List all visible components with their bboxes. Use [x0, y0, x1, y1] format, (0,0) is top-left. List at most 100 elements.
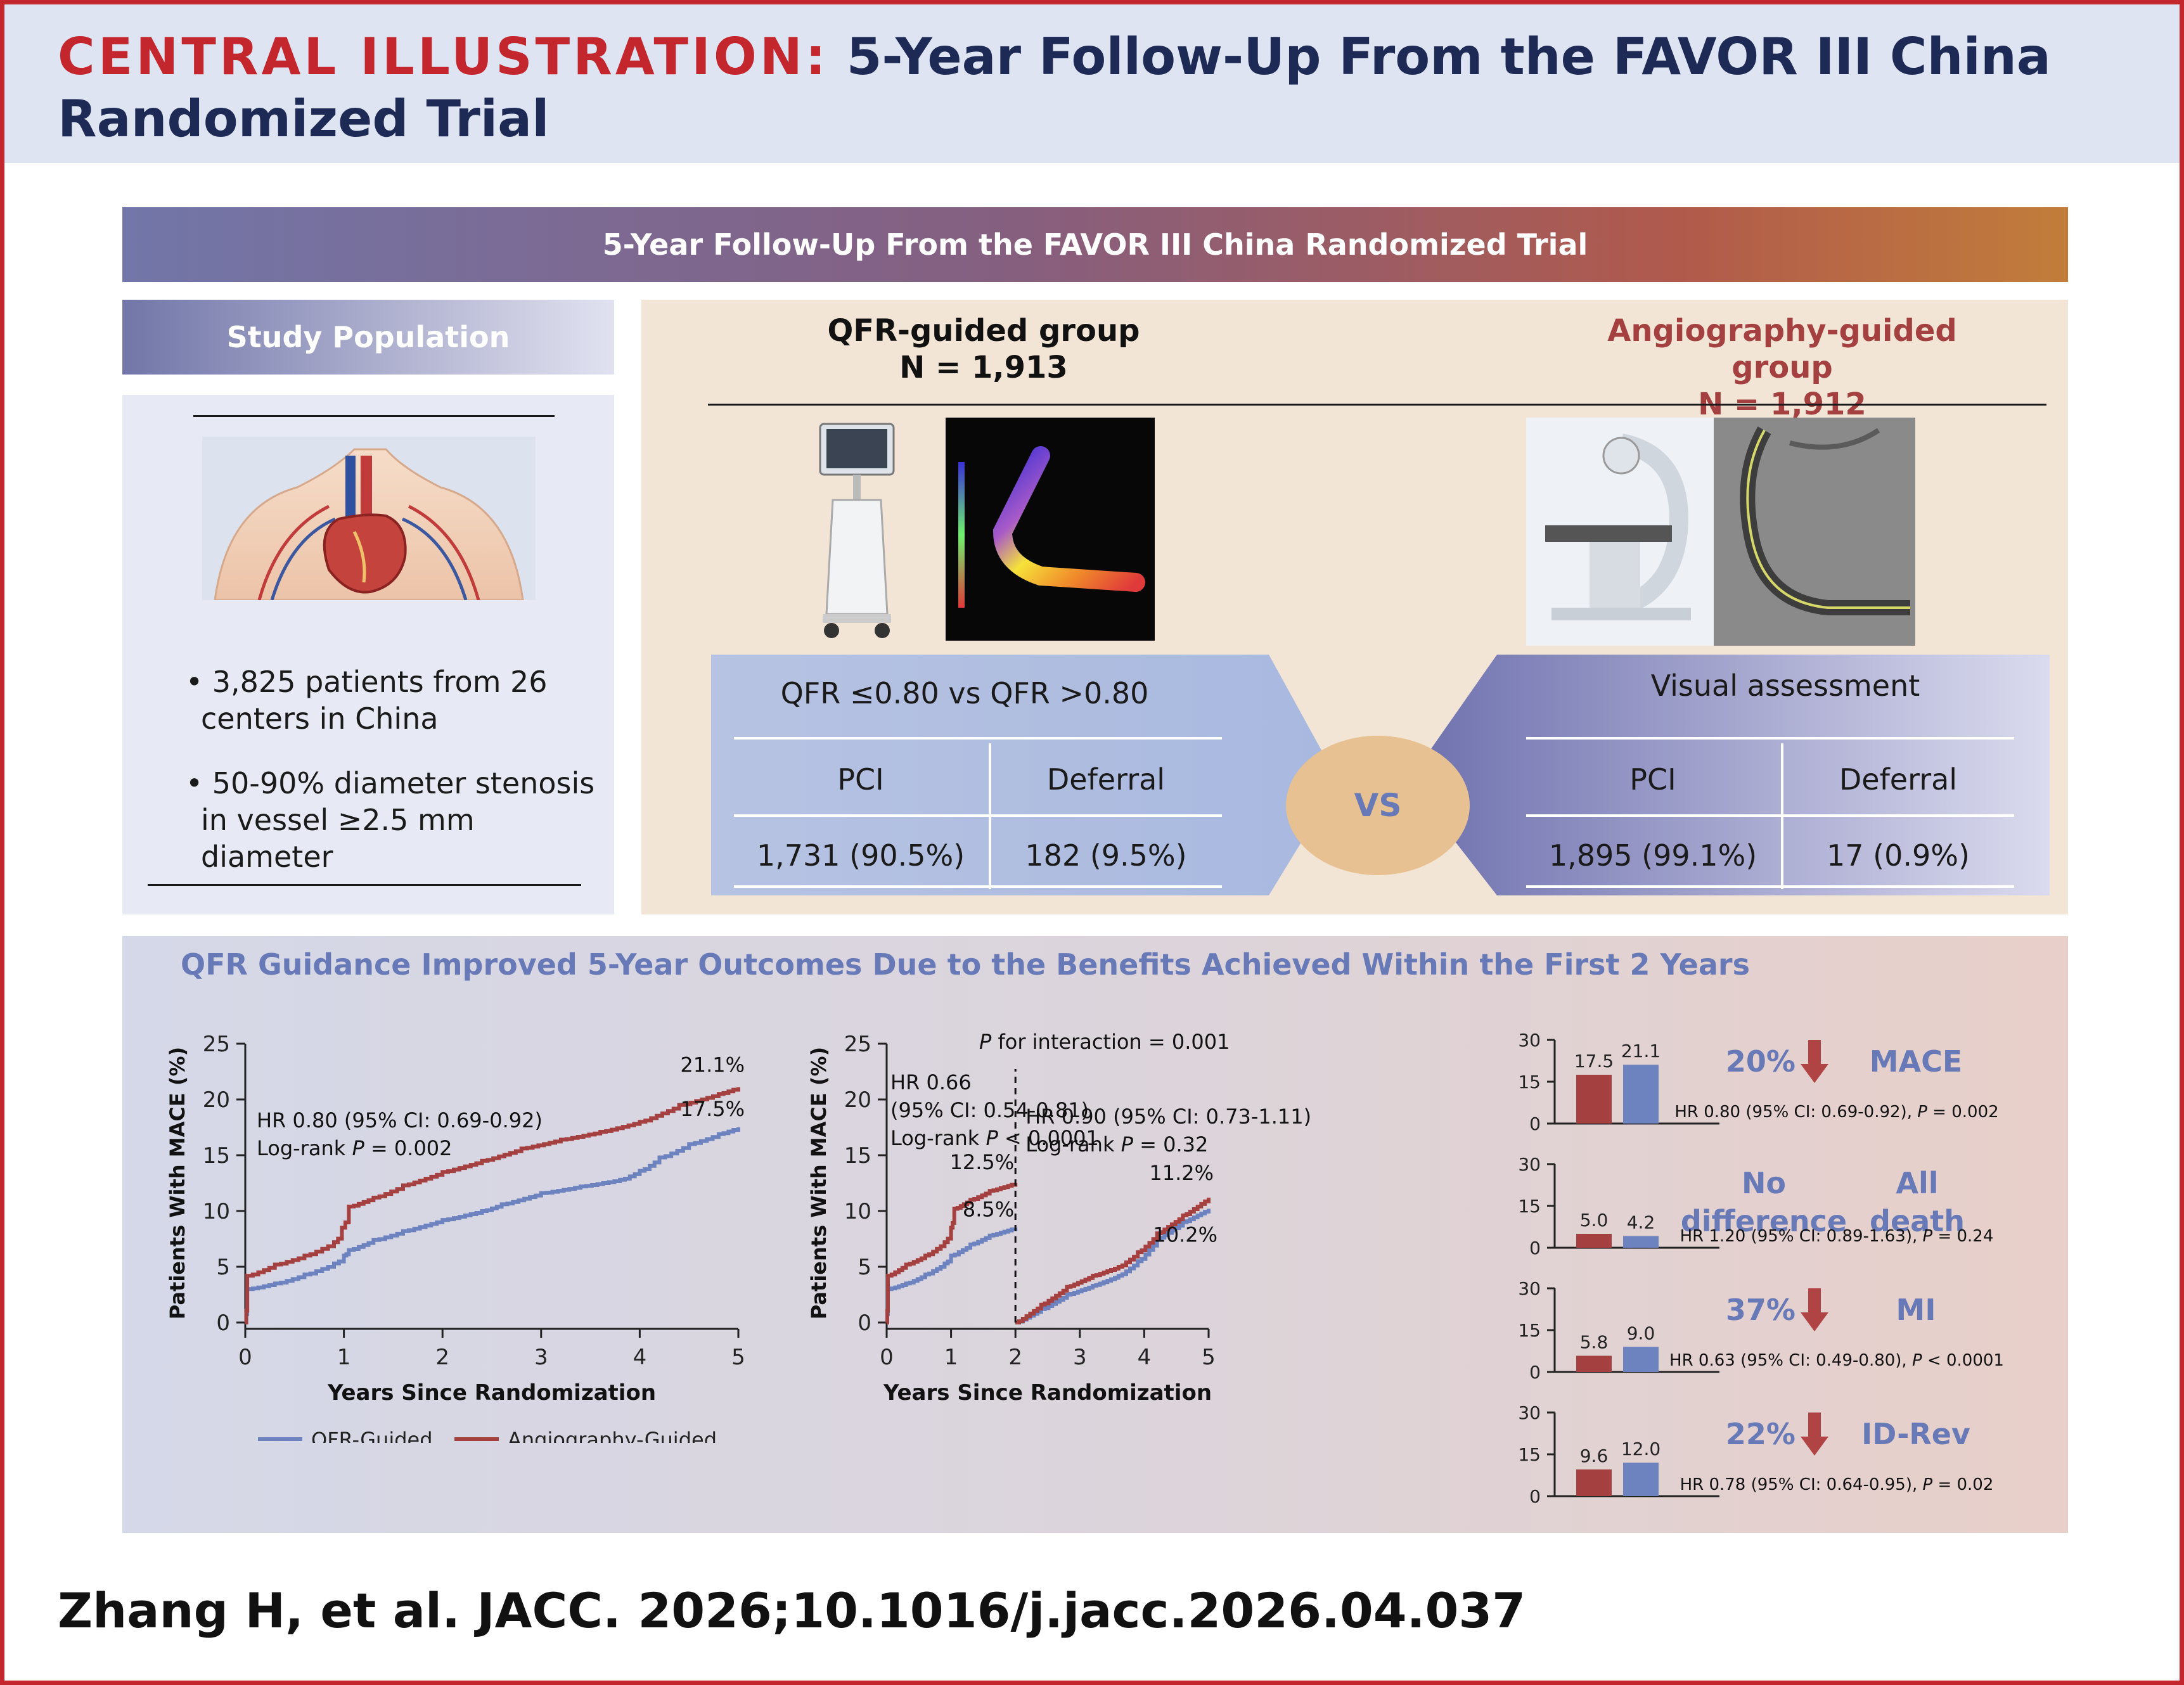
c3-panel-4-bar-label: 9.6: [1580, 1445, 1609, 1466]
header-title-text: 5-Year Follow-Up From the FAVOR III Chin…: [846, 27, 2051, 86]
c3-panel-3-reduction: 37%: [1726, 1293, 1795, 1327]
c2-y-tick-label: 25: [844, 1032, 871, 1057]
c1-y-axis-title: Patients With MACE (%): [165, 1047, 189, 1319]
c1-logrank-label-part: = 0.002: [364, 1136, 453, 1160]
heart-illustration: [202, 437, 536, 600]
angiogram-image: [1714, 418, 1915, 646]
c2-interaction-label: P for interaction = 0.001: [979, 1031, 1230, 1054]
groups-panel: QFR-guided group N = 1,913 Angiography-g…: [641, 300, 2068, 914]
bullet-2: • 50-90% diameter stenosis in vessel ≥2.…: [186, 765, 594, 875]
c1-x-axis-title: Years Since Randomization: [327, 1380, 656, 1406]
c3-panel-4-arrow-stem: [1808, 1413, 1821, 1438]
c3-panel-1-hr-label-part: HR 0.80 (95% CI: 0.69-0.92),: [1674, 1103, 1917, 1122]
divider: [1526, 885, 2014, 888]
c2-y-tick-label: 5: [858, 1255, 871, 1280]
c3-panel-1-outcome-label: MACE: [1870, 1044, 1963, 1079]
divider: [1526, 737, 2014, 740]
c1-series-angio: [244, 1087, 740, 1324]
c3-panel-4-outcome-label: ID-Rev: [1861, 1417, 1970, 1451]
c3-panel-3-hr-label-part: < 0.0001: [1922, 1351, 2004, 1370]
qfr-deferral-header: Deferral: [1046, 762, 1166, 797]
c2-x-tick-label: 3: [1073, 1345, 1087, 1370]
c3-panel-3-arrow-down-icon: [1801, 1312, 1828, 1331]
c1-x-tick-label: 4: [633, 1345, 647, 1370]
header-title-line1: CENTRAL ILLUSTRATION: 5-Year Follow-Up F…: [58, 27, 2051, 86]
c2-right-logrank-part: P: [1121, 1132, 1134, 1156]
c3-panel-4-y-tick-label: 0: [1529, 1486, 1541, 1507]
c3-panel-2-hr-label-part: = 0.24: [1932, 1227, 1993, 1246]
c3-panel-3-outcome-label: MI: [1896, 1293, 1936, 1327]
chart-outcome-bars: 0 15 30 17.5 21.1 20% MACE HR 0.80 (95% CI: 0.6…: [1518, 1030, 2004, 1507]
legend-label-angio: Angiography-Guided: [508, 1428, 717, 1443]
c3-panel-3-y-tick-label: 0: [1529, 1362, 1541, 1383]
bullet-1-line2: centers in China: [201, 702, 439, 736]
c3-panel-2-reduction-line1: No: [1742, 1166, 1786, 1200]
c3-panel-2-bar-b: [1623, 1236, 1659, 1248]
c3-panel-4-hr-label-part: P: [1923, 1475, 1933, 1494]
bullet-1-text: 3,825 patients from 26: [212, 665, 548, 699]
c2-left-hr: HR 0.66: [890, 1070, 972, 1094]
divider: [734, 885, 1222, 888]
c3-panel-3-hr-label-part: HR 0.63 (95% CI: 0.49-0.80),: [1669, 1351, 1912, 1370]
qfr-group-heading: QFR-guided group N = 1,913: [806, 312, 1161, 386]
c3-panel-2-bar-label: 4.2: [1627, 1212, 1655, 1233]
angio-group-heading: Angiography-guided group N = 1,912: [1567, 312, 1998, 423]
legend-label-qfr: QFR-Guided: [311, 1428, 433, 1443]
bullet-2-line1: • 50-90% diameter stenosis: [186, 766, 595, 800]
c3-panel-2-hr-label-part: HR 1.20 (95% CI: 0.89-1.63),: [1680, 1227, 1923, 1246]
c1-logrank-label: Log-rank P = 0.002: [257, 1136, 453, 1160]
qfr-group-name: QFR-guided group: [827, 313, 1140, 349]
divider: [1526, 814, 2014, 817]
banner-title: 5-Year Follow-Up From the FAVOR III Chin…: [122, 207, 2068, 282]
c2-right-logrank-part: = 0.32: [1133, 1132, 1208, 1156]
bullet-1: • 3,825 patients from 26 centers in Chin…: [186, 663, 548, 737]
c3-panel-1-y-tick-label: 30: [1518, 1030, 1541, 1051]
c2-left-logrank-part: < 0.0001: [998, 1126, 1099, 1150]
c2-y-axis-title: Patients With MACE (%): [807, 1047, 831, 1319]
bullet-2-line2: in vessel ≥2.5 mm: [201, 803, 475, 837]
c3-panel-2-reduction-line2: difference: [1681, 1204, 1847, 1238]
c1-x-tick-label: 5: [731, 1345, 745, 1370]
divider: [148, 884, 581, 886]
c2-series-angio-2-5: [1015, 1197, 1211, 1324]
c1-y-tick-label: 5: [216, 1255, 230, 1280]
c1-logrank-label-part: P: [352, 1136, 364, 1160]
qfr-criterion: QFR ≤0.80 vs QFR >0.80: [780, 676, 1149, 710]
divider: [734, 814, 1222, 817]
c1-y-tick-label: 25: [203, 1032, 230, 1057]
divider: [734, 737, 1222, 740]
angio-deferral-value: 17 (0.9%): [1827, 838, 1970, 873]
c3-panel-3-hr-label: HR 0.63 (95% CI: 0.49-0.80), P < 0.0001: [1669, 1351, 2004, 1370]
c3-panel-1-bar-a: [1576, 1075, 1612, 1124]
outcomes-panel: QFR Guidance Improved 5-Year Outcomes Du…: [122, 936, 2068, 1533]
c3-panel-1-y-tick-label: 15: [1518, 1072, 1541, 1092]
bullet-2-line3: diameter: [201, 840, 333, 874]
angio-group-name: Angiography-guided group: [1607, 313, 1957, 385]
c3-panel-4-reduction: 22%: [1726, 1417, 1795, 1451]
c3-panel-3-arrow-stem: [1808, 1288, 1821, 1314]
divider: [708, 404, 2046, 406]
vs-badge: VS: [1286, 736, 1470, 875]
c3-panel-2-y-tick-label: 15: [1518, 1196, 1541, 1217]
c3-panel-3-bar-b: [1623, 1347, 1659, 1372]
angio-criteria-shape: [1408, 655, 2050, 895]
c3-panel-2-hr-label: HR 1.20 (95% CI: 0.89-1.63), P = 0.24: [1680, 1227, 1994, 1246]
c2-x-tick-label: 4: [1138, 1345, 1152, 1370]
c3-panel-2-y-tick-label: 30: [1518, 1154, 1541, 1175]
c2-end-label-angio-2y: 12.5%: [950, 1150, 1015, 1174]
c1-x-tick-label: 0: [238, 1345, 252, 1370]
c3-panel-1-arrow-down-icon: [1801, 1064, 1828, 1083]
study-population-title: Study Population: [122, 300, 614, 375]
bullet-1-line1: • 3,825 patients from 26: [186, 665, 548, 699]
c3-panel-1-hr-label: HR 0.80 (95% CI: 0.69-0.92), P = 0.002: [1674, 1103, 1998, 1122]
c3-panel-4-hr-label-part: = 0.02: [1932, 1475, 1993, 1494]
angio-pci-header: PCI: [1629, 762, 1676, 797]
c3-panel-4-bar-label: 12.0: [1621, 1438, 1660, 1459]
c1-series-qfr: [244, 1127, 740, 1324]
c3-panel-3-bar-label: 9.0: [1627, 1323, 1655, 1343]
c2-left-ci: (95% CI: 0.54-0.81): [890, 1098, 1089, 1122]
c2-y-tick-label: 0: [858, 1310, 871, 1336]
c2-end-label-angio-5y: 11.2%: [1149, 1161, 1214, 1185]
c3-panel-1-hr-label-part: P: [1917, 1103, 1927, 1122]
